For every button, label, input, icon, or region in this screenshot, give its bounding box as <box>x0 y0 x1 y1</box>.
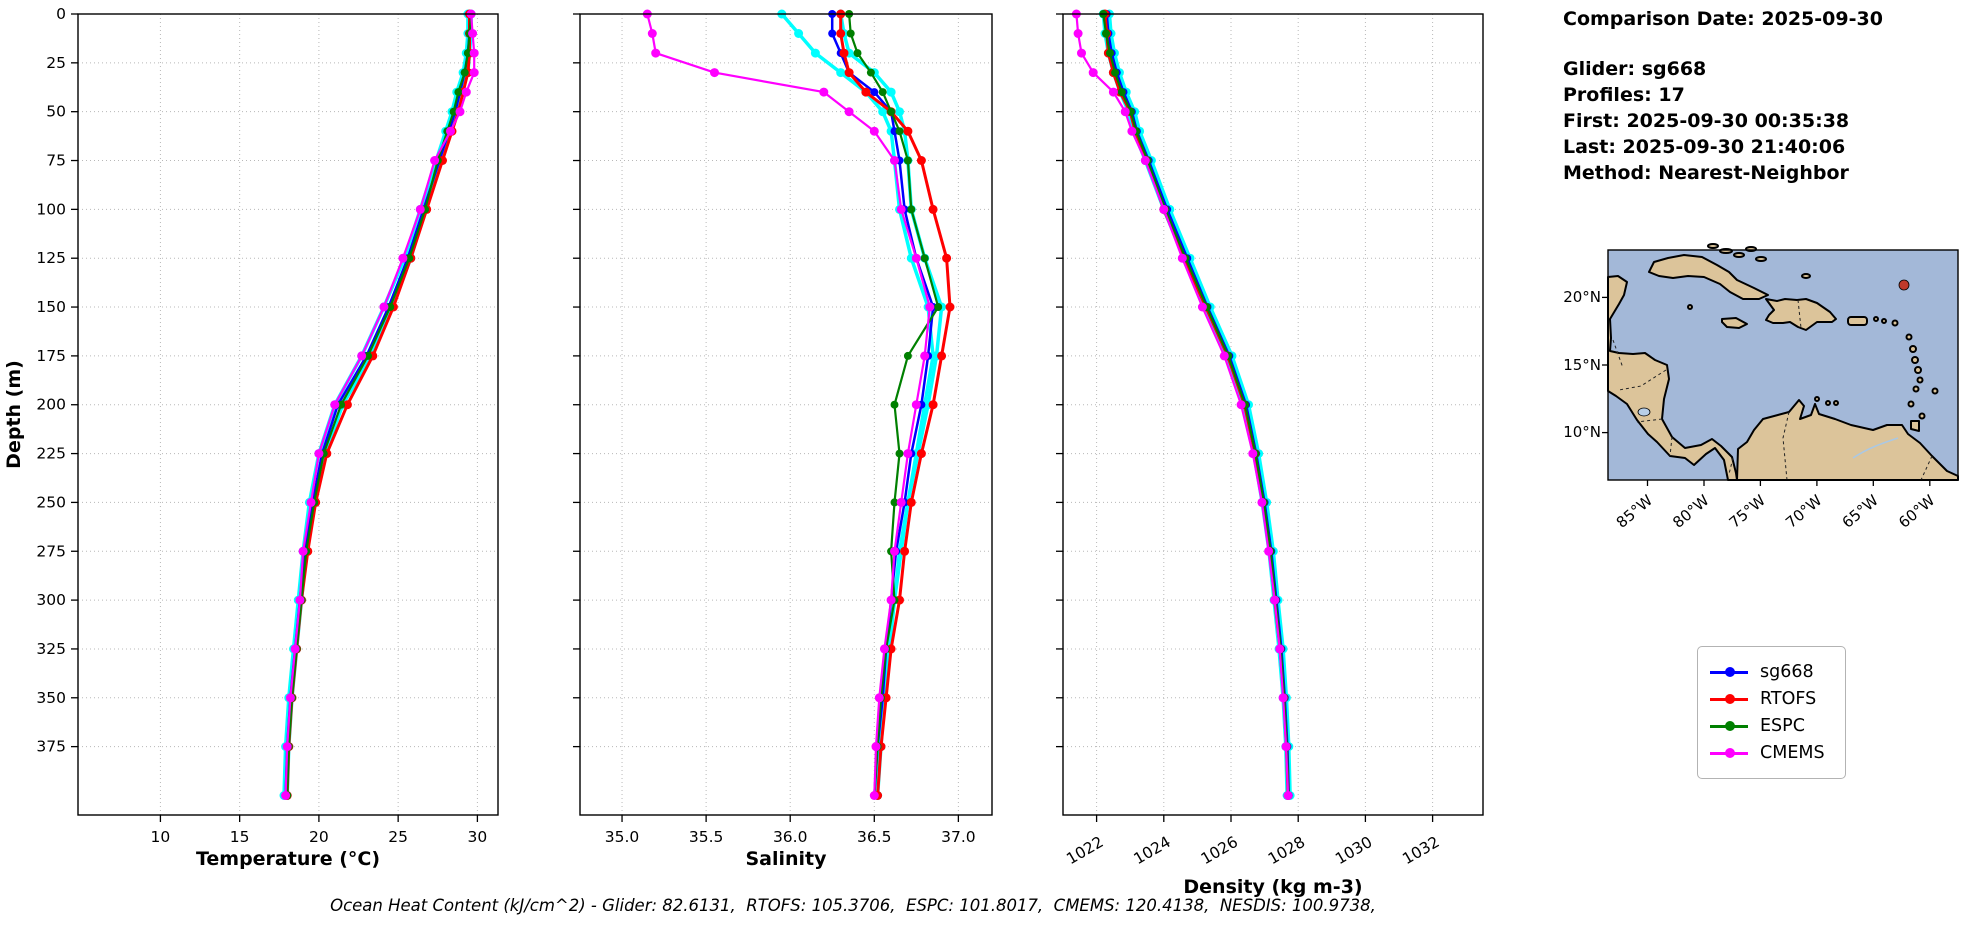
density-axis-label: Density (kg m-3) <box>1183 876 1362 898</box>
svg-text:200: 200 <box>36 396 66 414</box>
river-orinoco <box>1852 437 1899 459</box>
series-CMEMS-density <box>1071 9 1293 800</box>
glider-name: Glider: sg668 <box>1563 58 1707 80</box>
lake-nicaragua <box>1637 407 1651 417</box>
method: Method: Nearest-Neighbor <box>1563 162 1849 184</box>
map-lon-tick-75w: 75°W <box>1726 491 1769 532</box>
svg-text:1032: 1032 <box>1399 833 1442 868</box>
svg-text:375: 375 <box>36 738 66 756</box>
legend-item-espc: ESPC <box>1710 716 1825 736</box>
svg-text:75: 75 <box>46 152 66 170</box>
islands-bahamas <box>1707 243 1811 279</box>
svg-text:50: 50 <box>46 103 66 121</box>
land-jamaica <box>1721 317 1748 329</box>
legend-item-sg668: sg668 <box>1710 662 1825 682</box>
svg-text:35.5: 35.5 <box>689 828 724 846</box>
svg-text:36.5: 36.5 <box>857 828 892 846</box>
svg-text:150: 150 <box>36 298 66 316</box>
legend-line-espc <box>1710 721 1748 731</box>
svg-text:30: 30 <box>468 828 488 846</box>
profile-charts: 10 15 20 25 30025507510012515017520022525027… <box>3 5 1484 898</box>
land-puerto-rico <box>1847 316 1868 326</box>
comparison-date: Comparison Date: 2025-09-30 <box>1563 8 1883 30</box>
svg-text:350: 350 <box>36 689 66 707</box>
map-lon-tick-60w: 60°W <box>1895 491 1938 532</box>
first-profile-time: First: 2025-09-30 00:35:38 <box>1563 110 1850 132</box>
profiles-count: Profiles: 17 <box>1563 84 1685 106</box>
svg-text:1022: 1022 <box>1063 833 1106 868</box>
legend-item-cmems: CMEMS <box>1710 743 1825 763</box>
land-south-america <box>1736 399 1959 481</box>
map-svg: 20°N 15°N 10°N 85°W 80°W 75°W 70°W 65°W … <box>1563 243 1959 532</box>
legend-label-sg668: sg668 <box>1760 662 1814 682</box>
legend-label-cmems: CMEMS <box>1760 743 1825 763</box>
legend-line-rtofs <box>1710 694 1748 704</box>
svg-text:125: 125 <box>36 249 66 267</box>
salinity-axis-label: Salinity <box>745 848 827 870</box>
map-ticks <box>1602 296 1931 486</box>
svg-text:36.0: 36.0 <box>773 828 808 846</box>
panel-salinity: 35.0 35.5 36.0 36.5 37.0 Salinity <box>573 9 993 870</box>
glider-location-marker <box>1898 279 1910 291</box>
panel-temperature: 10 15 20 25 30025507510012515017520022525027… <box>36 5 499 870</box>
land-central-america <box>1607 275 1738 481</box>
map-lon-tick-80w: 80°W <box>1669 491 1712 532</box>
map-lon-tick-65w: 65°W <box>1839 491 1882 532</box>
svg-text:225: 225 <box>36 445 66 463</box>
svg-text:25: 25 <box>46 54 66 72</box>
land-hispaniola <box>1765 298 1837 331</box>
svg-text:175: 175 <box>36 347 66 365</box>
svg-text:0: 0 <box>56 5 66 23</box>
legend-label-espc: ESPC <box>1760 716 1805 736</box>
last-profile-time: Last: 2025-09-30 21:40:06 <box>1563 136 1846 158</box>
depth-axis-label: Depth (m) <box>3 360 25 469</box>
legend-item-rtofs: RTOFS <box>1710 689 1825 709</box>
svg-text:20: 20 <box>309 828 329 846</box>
legend-line-sg668 <box>1710 667 1748 677</box>
svg-text:250: 250 <box>36 493 66 511</box>
legend: sg668 RTOFS ESPC CMEMS <box>1697 646 1846 779</box>
svg-text:325: 325 <box>36 640 66 658</box>
svg-text:15: 15 <box>230 828 250 846</box>
temperature-axis-label: Temperature (°C) <box>196 848 380 870</box>
info-spacer <box>1563 32 1883 56</box>
map-lon-tick-85w: 85°W <box>1613 491 1656 532</box>
svg-text:37.0: 37.0 <box>941 828 976 846</box>
panel-density: 1022 1024 1026 1028 1030 1032 Density (kg m-3) <box>1056 9 1484 898</box>
svg-text:1026: 1026 <box>1198 833 1241 868</box>
legend-label-rtofs: RTOFS <box>1760 689 1817 709</box>
legend-line-cmems <box>1710 748 1748 758</box>
land-cuba <box>1648 254 1769 300</box>
svg-text:25: 25 <box>388 828 408 846</box>
svg-text:300: 300 <box>36 591 66 609</box>
map-lat-tick-20n: 20°N <box>1563 288 1601 306</box>
svg-text:100: 100 <box>36 200 66 218</box>
svg-text:1028: 1028 <box>1265 833 1308 868</box>
map-lon-tick-70w: 70°W <box>1782 491 1825 532</box>
svg-text:1030: 1030 <box>1332 833 1375 868</box>
ohc-caption: Ocean Heat Content (kJ/cm^2) - Glider: 8… <box>330 896 1376 915</box>
series-CMEMS-salinity <box>642 9 935 800</box>
svg-text:1024: 1024 <box>1131 833 1174 868</box>
country-borders <box>1612 299 1933 481</box>
svg-text:275: 275 <box>36 542 66 560</box>
series-glider-profiles-2-temperature <box>279 9 473 800</box>
series-CMEMS-temperature <box>281 9 479 800</box>
location-map: 20°N 15°N 10°N 85°W 80°W 75°W 70°W 65°W … <box>1553 238 1973 572</box>
info-panel: Comparison Date: 2025-09-30 Glider: sg66… <box>1563 6 1883 186</box>
islands-lesser-antilles <box>1687 304 1939 432</box>
svg-text:10: 10 <box>151 828 171 846</box>
svg-text:35.0: 35.0 <box>605 828 640 846</box>
map-lat-tick-10n: 10°N <box>1563 423 1601 441</box>
map-lat-tick-15n: 15°N <box>1563 356 1601 374</box>
